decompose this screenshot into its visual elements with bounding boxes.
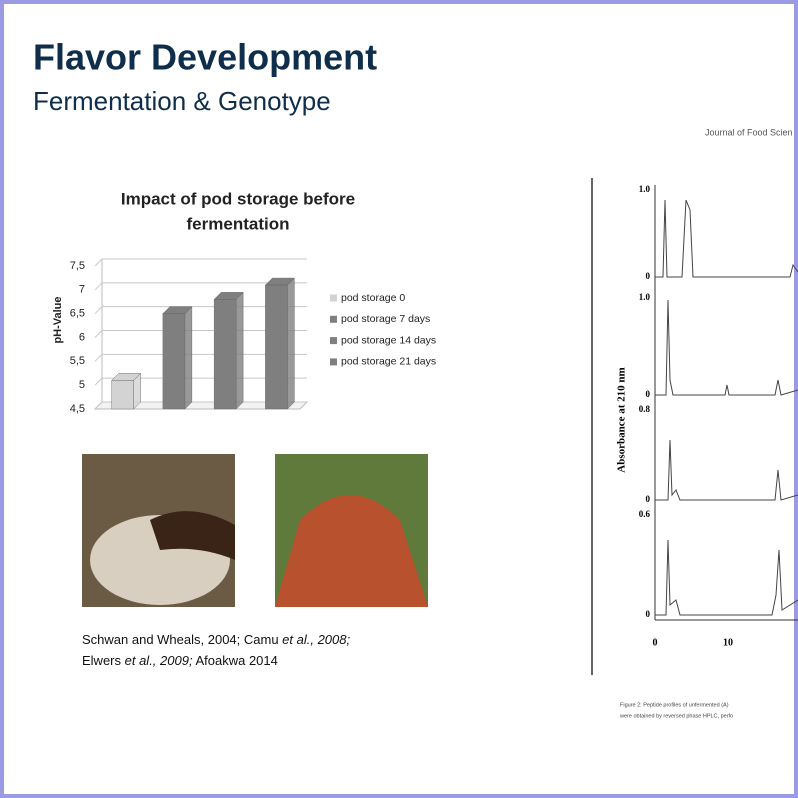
journal-name: Journal of Food Scien xyxy=(705,127,793,137)
photo-hands xyxy=(150,511,235,560)
panel-tick: 1.0 xyxy=(639,292,651,302)
y-tick-label: 6 xyxy=(79,331,85,343)
y-tick-label: 5 xyxy=(79,379,85,391)
panel-tick: 1.0 xyxy=(639,184,651,194)
legend-label: pod storage 14 days xyxy=(341,334,436,346)
grid-line xyxy=(94,258,307,267)
photos xyxy=(82,454,428,607)
panel-tick: 0 xyxy=(646,494,651,504)
slide-subtitle: Fermentation & Genotype xyxy=(33,86,331,116)
bar xyxy=(213,299,237,410)
photo-beans xyxy=(275,495,428,607)
trace xyxy=(655,299,798,396)
y-tick-label: 7,5 xyxy=(70,260,85,272)
bar xyxy=(162,313,186,410)
chromatogram-figure: Journal of Food Scien Absorbance at 210 … xyxy=(591,127,798,719)
legend-label: pod storage 21 days xyxy=(341,356,436,368)
figure-y-label: Absorbance at 210 nm xyxy=(616,367,628,472)
trace xyxy=(655,439,798,501)
y-tick-label: 5,5 xyxy=(70,355,85,367)
slide-title: Flavor Development xyxy=(33,37,377,78)
legend-swatch xyxy=(330,337,337,345)
figure-x-tick: 0 xyxy=(653,637,658,648)
bar-side xyxy=(235,291,244,410)
legend-swatch xyxy=(330,358,337,366)
figure-caption: Figure 2: Peptide profiles of unfermente… xyxy=(620,702,729,708)
figure-x-tick: 10 xyxy=(723,637,733,648)
grid-line xyxy=(94,282,307,291)
panel-tick: 0.6 xyxy=(639,509,651,519)
y-axis-label: pH-Value xyxy=(52,296,64,343)
bar xyxy=(265,284,288,410)
bar-side xyxy=(184,306,193,410)
figure-caption: were obtained by reversed phase HPLC, pe… xyxy=(619,713,733,719)
panel-tick: 0.8 xyxy=(639,404,651,414)
citation: Elwers et al., 2009; Afoakwa 2014 xyxy=(82,653,278,668)
chart-title: fermentation xyxy=(187,214,290,233)
legend-label: pod storage 7 days xyxy=(341,313,430,325)
trace xyxy=(655,539,798,616)
bar-chart: Impact of pod storage before fermentatio… xyxy=(52,189,436,414)
chart-title: Impact of pod storage before xyxy=(121,189,355,208)
bar xyxy=(111,380,134,410)
legend-swatch xyxy=(330,294,337,302)
panel-tick: 0 xyxy=(646,389,651,399)
legend-label: pod storage 0 xyxy=(341,292,405,304)
citation: Schwan and Wheals, 2004; Camu et al., 20… xyxy=(82,632,351,647)
panel-tick: 0 xyxy=(646,271,651,281)
y-tick-label: 6,5 xyxy=(70,308,85,320)
bar-side xyxy=(287,277,295,410)
y-tick-label: 4,5 xyxy=(70,403,85,415)
trace xyxy=(655,199,798,278)
y-tick-label: 7 xyxy=(79,284,85,296)
panel-tick: 0 xyxy=(646,609,651,619)
legend-swatch xyxy=(330,315,337,323)
